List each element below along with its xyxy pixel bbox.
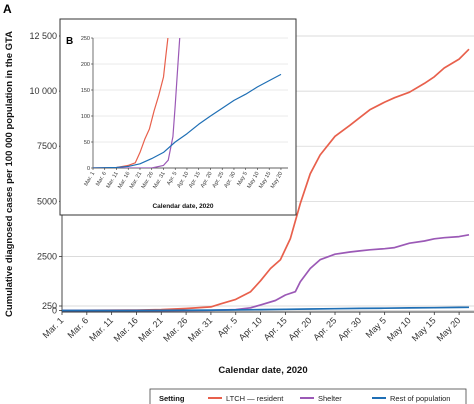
y-tick-label-a: 0 — [52, 306, 57, 316]
series-line-a-shelter — [62, 233, 470, 312]
x-tick-label-a: Mar. 16 — [112, 315, 140, 343]
y-tick-label-a: 2500 — [37, 251, 57, 261]
x-tick-label-a: Apr. 25 — [311, 315, 338, 342]
y-tick-label-b: 200 — [81, 62, 90, 68]
series-line-b-ltch-resident — [93, 38, 169, 168]
x-axis-title-b: Calendar date, 2020 — [152, 203, 213, 210]
x-tick-label-a: Mar. 31 — [186, 315, 214, 343]
y-tick-label-a: 5000 — [37, 196, 57, 206]
y-tick-label-b: 0 — [87, 166, 90, 172]
legend: Setting LTCH — resident Shelter Rest of po… — [149, 388, 467, 404]
x-tick-label-a: Apr. 20 — [286, 315, 313, 342]
x-tick-label-a: May 15 — [410, 315, 438, 343]
series-line-a-rest-of-population — [62, 306, 470, 312]
series-line-b-rest-of-population — [93, 73, 282, 168]
y-tick-label-a: 12 500 — [29, 31, 57, 41]
y-tick-label-a: 250 — [42, 301, 57, 311]
x-tick-label-a: Apr. 10 — [237, 315, 264, 342]
y-tick-label-a: 10 000 — [29, 86, 57, 96]
x-axis-title-a: Calendar date, 2020 — [218, 365, 307, 376]
x-tick-label-a: May 10 — [385, 315, 413, 343]
x-tick-label-a: Apr. 30 — [336, 315, 363, 342]
y-tick-label-b: 150 — [81, 88, 90, 94]
x-tick-label-a: Mar. 1 — [41, 315, 66, 340]
panel-b-label: B — [66, 36, 73, 47]
legend-label-shelter: Shelter — [318, 394, 342, 403]
y-tick-label-b: 100 — [81, 114, 90, 120]
plot-area-b — [93, 38, 288, 168]
x-tick-label-a: Mar. 26 — [161, 315, 189, 343]
panel-a-label: A — [3, 2, 12, 16]
legend-box — [149, 388, 467, 404]
legend-label-ltch-resident: LTCH — resident — [226, 394, 284, 403]
y-tick-label-b: 250 — [81, 36, 90, 42]
series-line-a-ltch-resident — [61, 48, 470, 312]
y-tick-label-a: 7500 — [37, 141, 57, 151]
y-tick-label-b: 50 — [84, 140, 90, 146]
legend-label-rest-of-population: Rest of population — [390, 394, 450, 403]
x-tick-label-a: Mar. 21 — [136, 315, 164, 343]
legend-title: Setting — [159, 394, 185, 403]
series-line-b-shelter — [93, 38, 181, 168]
x-tick-label-a: May 20 — [435, 315, 463, 343]
x-tick-label-a: Apr. 15 — [262, 315, 289, 342]
y-axis-title-a: Cumulative diagnosed cases per 100 000 p… — [4, 31, 15, 317]
x-tick-label-a: Mar. 11 — [87, 315, 115, 343]
